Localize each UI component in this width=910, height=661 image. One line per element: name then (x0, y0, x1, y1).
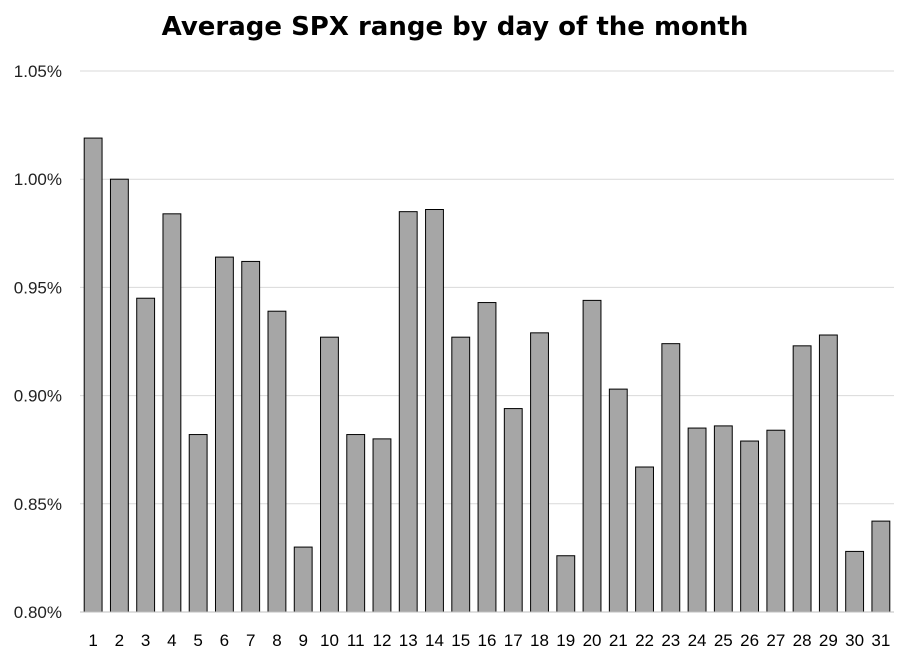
bar-day-8 (267, 310, 287, 613)
x-tick-label: 14 (425, 631, 444, 650)
bar-day-7 (241, 260, 261, 613)
x-tick-label: 10 (320, 631, 339, 650)
y-tick-label: 1.00% (14, 170, 62, 189)
bar-day-9 (293, 546, 313, 613)
bar-day-20 (582, 299, 602, 613)
bar-day-18 (530, 332, 549, 613)
x-tick-label: 17 (504, 631, 523, 650)
x-tick-label: 9 (298, 631, 307, 650)
bar-day-11 (346, 434, 366, 613)
bars (83, 137, 891, 613)
bar-day-1 (83, 137, 103, 613)
bar-day-31 (871, 520, 891, 613)
y-tick-label: 0.85% (14, 495, 62, 514)
bar-day-2 (109, 178, 129, 613)
x-tick-label: 19 (556, 631, 575, 650)
bar-day-23 (661, 343, 681, 613)
x-tick-label: 3 (141, 631, 150, 650)
bar-day-3 (136, 297, 156, 613)
x-tick-label: 11 (347, 631, 365, 650)
x-tick-label: 8 (272, 631, 281, 650)
bar-day-16 (477, 302, 497, 613)
chart-title: Average SPX range by day of the month (161, 12, 749, 42)
bar-day-25 (713, 425, 733, 613)
x-axis-tick-labels: 1 2 3 4 5 6 7 8 9 10 11 12 13 14 15 16 17 18 19 20 21 22 23 24 2… (88, 631, 890, 650)
x-tick-label: 29 (819, 631, 838, 650)
x-tick-label: 13 (399, 631, 418, 650)
y-tick-label: 0.95% (14, 278, 62, 297)
y-tick-label: 1.05% (14, 62, 62, 81)
y-tick-label: 0.90% (14, 387, 62, 406)
bar-day-24 (687, 427, 707, 613)
x-tick-label: 23 (661, 631, 680, 650)
x-tick-label: 20 (583, 631, 602, 650)
bar-day-29 (818, 334, 838, 613)
x-tick-label: 5 (193, 631, 202, 650)
bar-day-21 (608, 388, 628, 613)
bar-day-13 (398, 211, 418, 613)
bar-day-30 (845, 550, 865, 613)
x-tick-label: 6 (220, 631, 229, 650)
x-tick-label: 4 (167, 631, 176, 650)
x-tick-label: 28 (793, 631, 812, 650)
x-tick-label: 2 (115, 631, 124, 650)
y-tick-label: 0.80% (14, 603, 62, 622)
x-tick-label: 27 (766, 631, 785, 650)
x-tick-label: 18 (530, 631, 549, 650)
bar-day-5 (188, 434, 208, 613)
bar-day-10 (320, 336, 339, 613)
x-tick-label: 16 (478, 631, 497, 650)
x-tick-label: 25 (714, 631, 733, 650)
bar-day-4 (162, 213, 182, 613)
x-tick-label: 1 (88, 631, 97, 650)
bar-day-14 (425, 209, 444, 613)
x-tick-label: 12 (373, 631, 392, 650)
x-tick-label: 30 (845, 631, 864, 650)
bar-day-12 (372, 438, 392, 613)
x-tick-label: 15 (451, 631, 470, 650)
x-tick-label: 21 (609, 631, 628, 650)
x-tick-label: 24 (688, 631, 707, 650)
bar-day-26 (740, 440, 760, 613)
bar-day-15 (451, 336, 471, 613)
x-tick-label: 7 (246, 631, 255, 650)
bar-day-6 (214, 256, 234, 613)
bar-day-17 (503, 408, 523, 613)
bar-day-27 (766, 429, 786, 613)
bar-day-22 (635, 466, 654, 613)
x-tick-label: 22 (635, 631, 654, 650)
x-tick-label: 26 (740, 631, 759, 650)
y-axis-tick-labels: 0.80% 0.85% 0.90% 0.95% 1.00% 1.05% (14, 62, 62, 622)
bar-day-28 (792, 345, 812, 613)
x-tick-label: 31 (871, 631, 890, 650)
bar-day-19 (556, 555, 576, 613)
